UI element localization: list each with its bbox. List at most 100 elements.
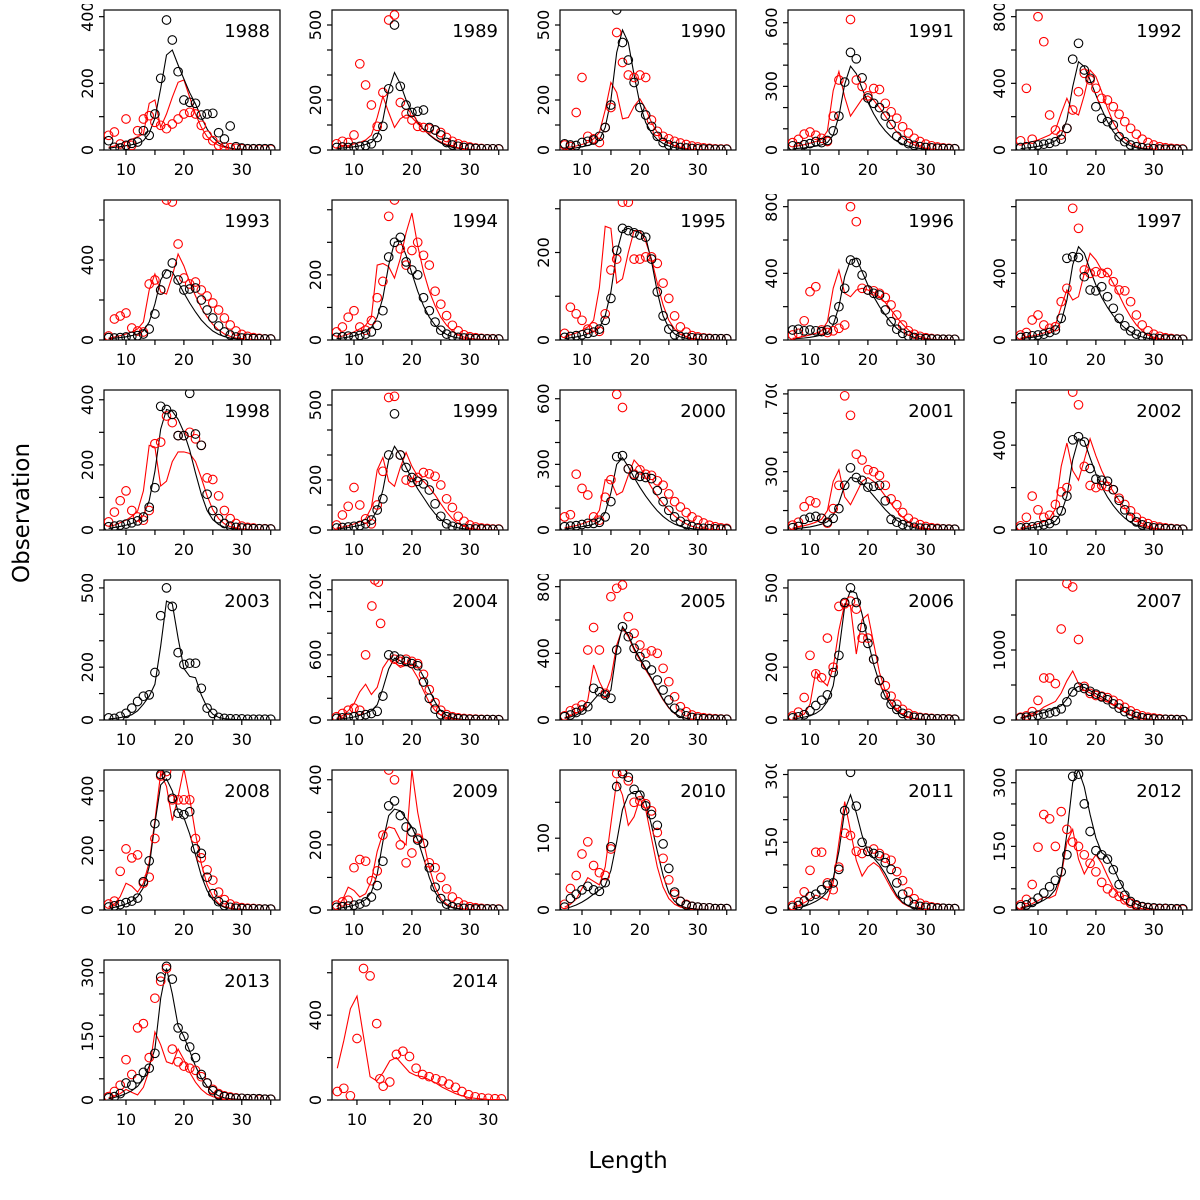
panel-1997: 10 20 30 0 400 1997	[990, 199, 1193, 369]
x-tick-label: 10	[116, 350, 136, 369]
panel-2009: 10 20 30 0 200 400 2009	[306, 764, 509, 939]
y-tick-label: 400	[78, 245, 97, 276]
y-tick-label: 200	[762, 652, 781, 683]
x-tick-label: 10	[572, 540, 592, 559]
x-tick-label: 10	[116, 730, 136, 749]
x-tick-label: 30	[688, 160, 708, 179]
x-tick-label: 30	[688, 730, 708, 749]
y-tick-label: 0	[990, 525, 1009, 535]
panel-cell-2013: 10 20 30 0 150 300 2013	[58, 954, 286, 1144]
y-tick-label: 0	[990, 335, 1009, 345]
panel-year-label: 2012	[1136, 781, 1182, 802]
panel-cell-2008: 10 20 30 0 200 400 2008	[58, 764, 286, 954]
panel-1999: 10 20 30 0 200 500 1999	[306, 389, 509, 559]
x-tick-label: 10	[116, 1110, 136, 1129]
panel-1993: 10 20 30 0 400 1993	[78, 199, 281, 369]
y-tick-label: 1000	[990, 630, 1009, 671]
x-tick-label: 20	[412, 1110, 432, 1129]
panel-cell-2010: 10 20 30 0 100 2010	[514, 764, 742, 954]
x-tick-label: 20	[402, 160, 422, 179]
panel-cell-1999: 10 20 30 0 200 500 1999	[286, 384, 514, 574]
x-tick-label: 30	[1144, 920, 1164, 939]
x-tick-label: 10	[572, 730, 592, 749]
panel-cell-1993: 10 20 30 0 400 1993	[58, 194, 286, 384]
x-tick-label: 20	[1086, 730, 1106, 749]
panel-cell-1996: 10 20 30 0 400 800 1996	[742, 191, 970, 384]
y-tick-label: 500	[762, 574, 781, 603]
panel-cell-1988: 10 20 30 0 200 400 1988	[58, 1, 286, 194]
panel-1989: 10 20 30 0 200 500 1989	[306, 9, 509, 179]
y-tick-label: 200	[306, 830, 325, 861]
x-tick-label: 20	[174, 730, 194, 749]
x-tick-label: 10	[1028, 540, 1048, 559]
y-tick-label: 500	[306, 10, 325, 41]
x-tick-label: 30	[460, 920, 480, 939]
x-tick-label: 30	[916, 160, 936, 179]
x-tick-label: 20	[402, 350, 422, 369]
x-tick-label: 10	[800, 160, 820, 179]
panel-2005: 10 20 30 0 400 800 2005	[534, 571, 737, 749]
x-tick-label: 30	[1144, 160, 1164, 179]
x-tick-label: 20	[1086, 920, 1106, 939]
y-tick-label: 0	[762, 525, 781, 535]
x-tick-label: 20	[630, 920, 650, 939]
y-tick-label: 400	[306, 1000, 325, 1031]
y-tick-label: 400	[78, 4, 97, 32]
y-tick-label: 700	[762, 384, 781, 409]
x-tick-label: 10	[572, 350, 592, 369]
panel-cell-1998: 10 20 30 0 200 400 1998	[58, 384, 286, 574]
x-tick-label: 20	[402, 920, 422, 939]
panel-year-label: 1988	[224, 21, 270, 42]
x-tick-label: 20	[1086, 540, 1106, 559]
y-tick-label: 300	[534, 449, 553, 480]
x-tick-label: 20	[858, 920, 878, 939]
y-tick-label: 0	[78, 905, 97, 915]
y-tick-label: 200	[306, 260, 325, 291]
x-tick-label: 30	[232, 350, 252, 369]
panel-year-label: 2007	[1136, 591, 1182, 612]
x-tick-label: 20	[1086, 350, 1106, 369]
panel-year-label: 1994	[452, 211, 498, 232]
panel-2008: 10 20 30 0 200 400 2008	[78, 769, 281, 939]
y-tick-label: 400	[990, 430, 1009, 461]
y-tick-label: 1200	[306, 574, 325, 610]
panel-cell-2003: 10 20 30 0 200 500 2003	[58, 573, 286, 764]
x-tick-label: 30	[460, 350, 480, 369]
x-tick-label: 30	[916, 350, 936, 369]
y-tick-label: 400	[78, 384, 97, 415]
y-tick-label: 500	[78, 574, 97, 603]
y-tick-label: 0	[78, 335, 97, 345]
y-tick-label: 0	[306, 525, 325, 535]
panel-1990: 10 20 30 0 200 500 1990	[534, 9, 737, 179]
x-tick-label: 20	[174, 160, 194, 179]
x-tick-label: 20	[402, 730, 422, 749]
y-tick-label: 400	[78, 776, 97, 807]
y-tick-label: 500	[534, 10, 553, 41]
x-tick-label: 20	[630, 350, 650, 369]
x-tick-label: 10	[572, 160, 592, 179]
panel-year-label: 2003	[224, 591, 270, 612]
y-tick-label: 0	[762, 335, 781, 345]
panel-year-label: 2013	[224, 971, 270, 992]
y-tick-label: 200	[78, 68, 97, 99]
y-tick-label: 0	[990, 905, 1009, 915]
x-tick-label: 30	[232, 730, 252, 749]
y-tick-label: 0	[534, 905, 553, 915]
y-tick-label: 800	[534, 574, 553, 602]
x-tick-label: 10	[800, 920, 820, 939]
panel-year-label: 2000	[680, 401, 726, 422]
y-tick-label: 0	[534, 145, 553, 155]
y-tick-label: 150	[78, 1021, 97, 1052]
panel-2007: 10 20 30 0 1000 2007	[990, 579, 1193, 749]
panel-cell-2014: 10 20 30 0 400 2014	[286, 954, 514, 1144]
y-tick-label: 400	[990, 258, 1009, 289]
y-tick-label: 200	[78, 450, 97, 481]
panel-2006: 10 20 30 0 200 500 2006	[762, 573, 965, 749]
panel-cell-1997: 10 20 30 0 400 1997	[970, 194, 1198, 384]
panel-cell-2012: 10 20 30 0 150 300 2012	[970, 764, 1198, 954]
x-tick-label: 10	[344, 350, 364, 369]
y-tick-label: 0	[306, 905, 325, 915]
y-tick-label: 400	[306, 764, 325, 795]
